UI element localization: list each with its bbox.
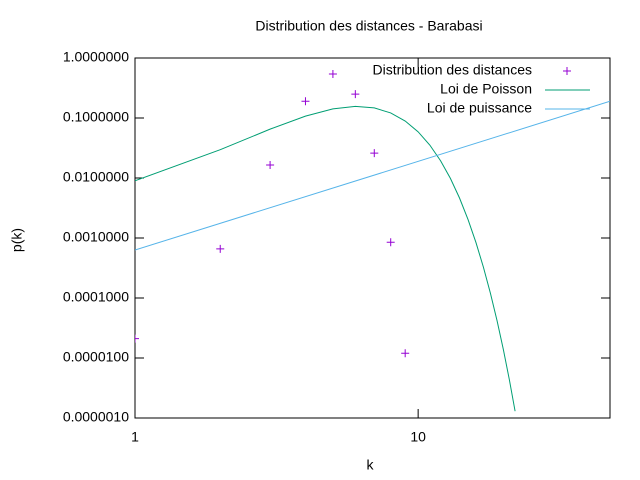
data-point <box>216 244 225 253</box>
data-point <box>135 334 139 343</box>
data-point <box>266 160 275 169</box>
legend-label: Distribution des distances <box>372 62 532 78</box>
chart-title: Distribution des distances - Barabasi <box>255 18 482 34</box>
data-point <box>386 238 395 247</box>
y-tick-label: 0.0000100 <box>63 349 129 365</box>
data-line <box>135 105 516 412</box>
y-tick-label: 0.0010000 <box>63 229 129 245</box>
legend-label: Loi de Poisson <box>440 81 532 97</box>
y-tick-label: 0.0001000 <box>63 289 129 305</box>
plot-frame <box>134 57 611 419</box>
legend-label: Loi de puissance <box>427 100 532 116</box>
x-axis-label: k <box>367 457 375 473</box>
data-point <box>328 70 337 79</box>
legend-marker <box>563 67 571 75</box>
data-line <box>135 100 610 251</box>
y-axis-label: p(k) <box>9 228 25 252</box>
data-point <box>351 90 360 99</box>
x-tick-label: 10 <box>410 429 426 445</box>
plot-area <box>135 70 610 412</box>
y-tick-label: 0.1000000 <box>63 109 129 125</box>
data-point <box>401 349 410 358</box>
y-tick-label: 0.0100000 <box>63 169 129 185</box>
data-point <box>370 149 379 158</box>
y-tick-label: 0.0000010 <box>63 409 129 425</box>
data-point <box>301 97 310 106</box>
y-tick-label: 1.0000000 <box>63 49 129 65</box>
x-tick-label: 1 <box>131 429 139 445</box>
